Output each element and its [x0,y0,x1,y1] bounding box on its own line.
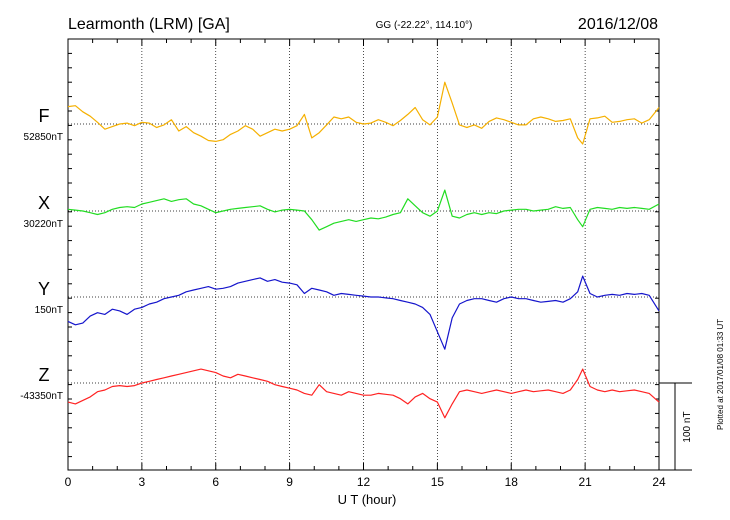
x-tick-label: 12 [357,475,371,489]
baseline-label-y: 150nT [35,305,63,316]
coords-label: GG (-22.22°, 114.10°) [376,20,473,31]
axis-ticks [67,39,660,470]
plotted-note: Plotted at 2017/01/08 01:33 UT [716,319,725,430]
x-tick-label: 0 [65,475,72,489]
channel-name-y: Y [38,279,50,299]
x-tick-label: 9 [286,475,293,489]
x-tick-label: 3 [139,475,146,489]
series-line-x [67,189,660,231]
channel-labels: F 52850nT X 30220nT Y 150nT Z -43350nT [20,106,63,402]
x-tick-labels: 0 3 6 9 12 15 18 21 24 [65,475,666,489]
x-tick-label: 21 [578,475,592,489]
series-line-z [67,368,660,419]
baseline-label-z: -43350nT [20,391,63,402]
channel-name-f: F [39,106,50,126]
baseline-label-f: 52850nT [24,132,63,143]
grid-lines [68,39,659,470]
series-line-y [67,275,660,350]
x-tick-label: 18 [505,475,519,489]
scale-label: 100 nT [682,411,693,442]
baseline-label-x: 30220nT [24,219,63,230]
series-line-f [67,81,660,145]
series-layer [67,81,660,419]
x-axis-label: U T (hour) [338,492,397,507]
x-tick-label: 6 [212,475,219,489]
date-label: 2016/12/08 [578,16,658,33]
station-title: Learmonth (LRM) [GA] [68,16,230,33]
x-tick-label: 15 [431,475,445,489]
x-tick-label: 24 [652,475,666,489]
channel-name-z: Z [39,365,50,385]
channel-name-x: X [38,193,50,213]
